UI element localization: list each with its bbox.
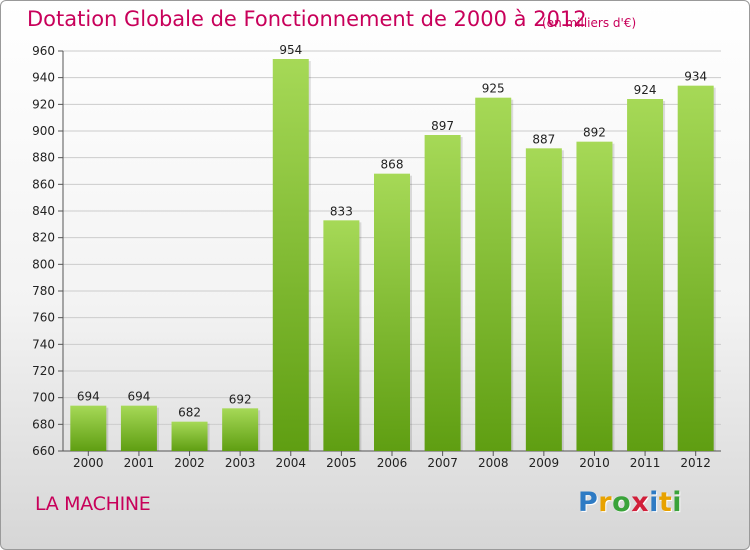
y-tick-label: 720 [32, 364, 55, 378]
y-tick-label: 880 [32, 151, 55, 165]
bar-2012 [677, 85, 714, 452]
bar-value-label: 868 [381, 158, 404, 172]
y-tick-label: 680 [32, 417, 55, 431]
x-tick-label: 2012 [680, 456, 711, 470]
bar-value-label: 934 [684, 70, 707, 84]
labels: 660 680 700 720 740 760 780 800 820 840 860 880 900 9… [32, 43, 711, 470]
y-tick-label: 940 [32, 71, 55, 85]
bar-value-label: 925 [482, 82, 505, 96]
x-tick-label: 2011 [630, 456, 661, 470]
x-tick-label: 2002 [174, 456, 205, 470]
bar-2008 [475, 97, 512, 452]
y-tick-label: 840 [32, 204, 55, 218]
bar-2009 [525, 148, 562, 452]
bar-value-label: 892 [583, 126, 606, 140]
y-tick-label: 800 [32, 257, 55, 271]
x-tick-label: 2000 [73, 456, 104, 470]
commune-name: LA MACHINE [35, 493, 151, 515]
x-tick-label: 2010 [579, 456, 610, 470]
x-tick-label: 2001 [124, 456, 155, 470]
x-tick-label: 2003 [225, 456, 256, 470]
proxiti-logo[interactable]: Proxiti [578, 487, 682, 518]
bar-value-label: 694 [127, 390, 150, 404]
y-tick-label: 900 [32, 124, 55, 138]
x-tick-label: 2007 [427, 456, 458, 470]
bars [70, 59, 716, 452]
bar-value-label: 692 [229, 392, 252, 406]
y-tick-label: 740 [32, 337, 55, 351]
bar-value-label: 897 [431, 119, 454, 133]
y-tick-label: 760 [32, 311, 55, 325]
bar-2006 [374, 173, 410, 451]
bar-2005 [323, 220, 360, 451]
logo-letter: t [658, 487, 673, 518]
logo-letter: P [578, 487, 599, 518]
logo-letter: x [631, 487, 650, 518]
x-tick-label: 2009 [529, 456, 560, 470]
x-tick-label: 2008 [478, 456, 509, 470]
bar-2003 [222, 408, 259, 451]
bar-2000 [70, 405, 107, 451]
bar-2001 [120, 405, 157, 451]
y-tick-label: 960 [32, 44, 55, 58]
bar-value-label: 682 [178, 406, 201, 420]
logo-letter: i [649, 487, 659, 518]
bar-2002 [171, 421, 208, 451]
bar-value-label: 694 [77, 390, 100, 404]
bar-value-label: 833 [330, 204, 353, 218]
bar-value-label: 924 [634, 83, 657, 97]
y-tick-label: 820 [32, 231, 55, 245]
logo-letter: i [672, 487, 683, 518]
bar-2007 [424, 135, 461, 451]
bar-value-label: 887 [532, 132, 555, 146]
logo-letter: r [598, 487, 613, 518]
bar-2004 [272, 59, 309, 451]
bar-2010 [576, 141, 613, 451]
x-tick-label: 2006 [377, 456, 408, 470]
x-tick-label: 2004 [275, 456, 306, 470]
chart-title: Dotation Globale de Fonctionnement de 20… [27, 7, 587, 31]
y-tick-label: 700 [32, 391, 55, 405]
bar-2011 [627, 99, 664, 451]
logo-letter: o [612, 487, 632, 518]
bar-value-label: 954 [279, 43, 302, 57]
y-tick-label: 860 [32, 177, 55, 191]
y-tick-label: 920 [32, 97, 55, 111]
chart-unit: (en milliers d'€) [542, 16, 637, 30]
y-tick-label: 780 [32, 284, 55, 298]
x-tick-label: 2005 [326, 456, 357, 470]
y-tick-label: 660 [32, 444, 55, 458]
